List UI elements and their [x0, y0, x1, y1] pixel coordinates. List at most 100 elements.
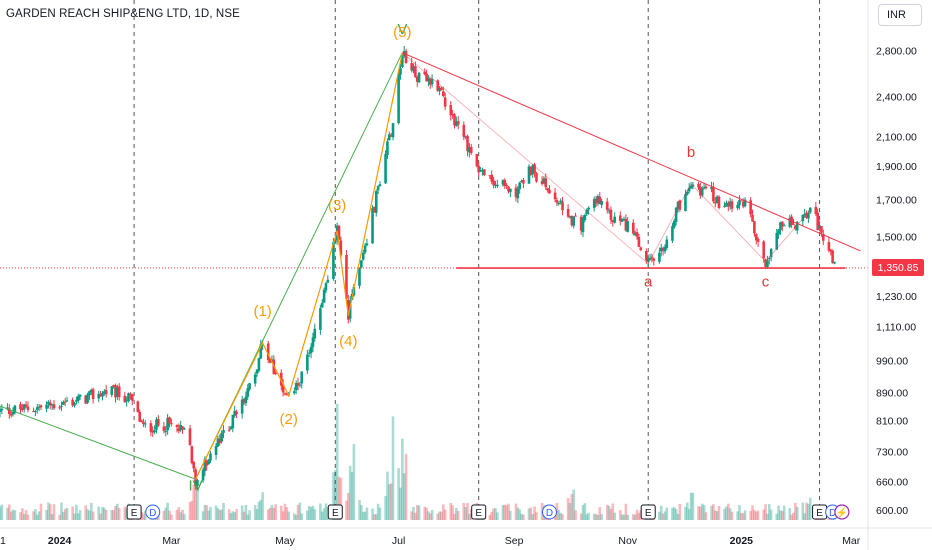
event-marker[interactable]: E	[640, 504, 656, 520]
candle-body	[313, 328, 317, 339]
volume-bar	[170, 514, 173, 520]
event-marker[interactable]: E	[812, 504, 828, 520]
wave-label: (3)	[328, 197, 346, 214]
wave-label: (5)	[393, 24, 411, 41]
currency-button[interactable]: INR	[878, 4, 922, 26]
candle-body	[596, 196, 600, 203]
volume-bar	[188, 502, 192, 520]
volume-bar	[99, 513, 102, 520]
candle-body	[183, 428, 186, 430]
candle-body	[376, 186, 380, 191]
volume-bar	[307, 505, 311, 520]
candle-body	[127, 393, 130, 402]
volume-bar	[58, 514, 61, 520]
candle-body	[371, 208, 374, 244]
volume-bar	[663, 511, 667, 520]
candle-body	[363, 245, 367, 253]
candle-body	[401, 55, 404, 67]
last-price-label: 1,350.85	[872, 259, 924, 277]
candle-body	[531, 165, 535, 175]
candle-body	[691, 184, 695, 187]
dividend-icon	[541, 504, 557, 520]
candle-body	[540, 181, 544, 185]
volume-bar	[561, 514, 564, 520]
candle-body	[466, 135, 469, 152]
volume-bar	[516, 507, 520, 520]
volume-bar	[423, 506, 426, 520]
wave-label: V	[397, 21, 407, 38]
event-marker[interactable]: ⚡	[834, 504, 850, 520]
volume-bar	[358, 500, 361, 520]
volume-bar	[404, 453, 408, 520]
candle-body	[548, 189, 551, 194]
candle-body	[24, 404, 28, 407]
candle-body	[76, 396, 80, 401]
volume-bar	[97, 506, 101, 520]
candle-body	[648, 258, 652, 260]
candle-body	[738, 200, 741, 206]
volume-bar	[449, 503, 453, 520]
volume-bar	[0, 504, 4, 520]
volume-bar	[19, 512, 22, 520]
volume-bar	[456, 510, 460, 520]
candle-body	[166, 417, 169, 431]
volume-bar	[689, 492, 693, 520]
candle-body	[71, 399, 74, 406]
candle-body	[11, 411, 15, 415]
candle-body	[117, 386, 121, 398]
event-marker-label: ⚡	[836, 506, 848, 519]
volume-bar	[712, 504, 715, 520]
candle-body	[261, 343, 264, 346]
candle-body	[39, 405, 43, 408]
candle-body	[717, 196, 721, 209]
candle-body	[101, 392, 104, 397]
volume-bar	[293, 513, 296, 520]
volume-bar	[598, 507, 602, 520]
x-tick-label: Mar	[162, 535, 181, 547]
volume-bar	[261, 492, 264, 520]
volume-bar	[255, 509, 259, 520]
event-marker[interactable]: D	[541, 504, 557, 520]
candle-body	[710, 187, 713, 190]
candle-body	[386, 141, 389, 156]
volume-bar	[522, 514, 525, 520]
candle-body	[417, 72, 421, 83]
candle-body	[767, 258, 771, 260]
volume-bar	[52, 504, 56, 520]
event-marker-label: E	[645, 508, 652, 519]
candle-body	[581, 218, 585, 233]
candle-body	[175, 425, 179, 428]
volume-bar	[244, 505, 248, 520]
volume-bar	[691, 492, 695, 520]
candle-body	[427, 77, 430, 82]
candle-body	[389, 135, 393, 137]
event-marker[interactable]: E	[327, 504, 343, 520]
candle-body	[266, 343, 270, 361]
event-marker[interactable]: E	[126, 504, 142, 520]
volume-bar	[352, 443, 356, 520]
volume-bar	[788, 508, 792, 520]
candle-body	[86, 394, 89, 403]
candle-body	[766, 260, 769, 267]
candle-body	[227, 429, 231, 431]
candle-body	[620, 218, 624, 222]
event-markers[interactable]: E D E E D E E D ⚡	[126, 504, 850, 520]
candle-body	[48, 402, 52, 406]
candle-body	[725, 202, 728, 207]
volume-bar	[596, 514, 600, 520]
volume-bar	[751, 505, 754, 520]
candle-body	[781, 221, 784, 227]
event-marker[interactable]: E	[471, 504, 487, 520]
volume-bar	[311, 505, 315, 520]
candle-body	[240, 399, 244, 414]
volume-bar	[808, 497, 812, 520]
candle-body	[794, 225, 797, 230]
event-marker[interactable]: D	[145, 504, 161, 520]
candle-body	[248, 383, 251, 390]
candle-body	[762, 241, 765, 259]
x-tick-label: Sep	[505, 535, 524, 547]
candle-body	[468, 147, 471, 153]
candle-body	[60, 405, 63, 407]
volume-bar	[347, 492, 350, 520]
